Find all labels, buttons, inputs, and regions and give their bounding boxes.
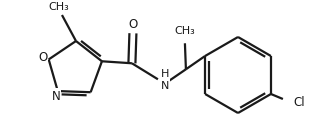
Text: CH₃: CH₃ bbox=[175, 26, 195, 36]
Text: N: N bbox=[52, 90, 60, 103]
Text: CH₃: CH₃ bbox=[49, 2, 69, 12]
Text: H
N: H N bbox=[161, 69, 169, 91]
Text: O: O bbox=[128, 18, 138, 31]
Text: O: O bbox=[38, 51, 47, 64]
Text: Cl: Cl bbox=[293, 95, 305, 109]
